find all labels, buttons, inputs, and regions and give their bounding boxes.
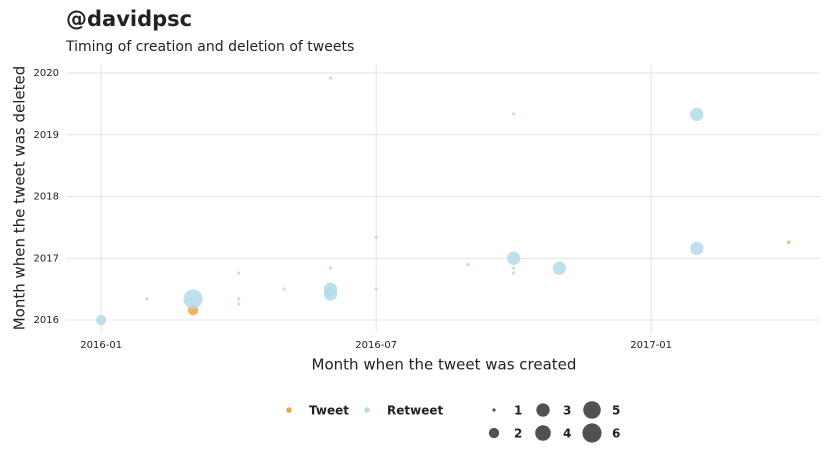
size-legend-label: 4 <box>563 427 571 441</box>
point <box>512 266 516 270</box>
point <box>328 76 333 80</box>
chart-subtitle: Timing of creation and deletion of tweet… <box>65 39 354 55</box>
size-legend-marker <box>488 427 500 439</box>
point <box>507 251 521 265</box>
size-legend-label: 1 <box>514 404 522 418</box>
size-legend-label: 3 <box>563 404 571 418</box>
y-tick-label: 2020 <box>34 68 59 79</box>
size-legend-marker <box>492 408 496 412</box>
y-tick-label: 2018 <box>34 192 59 203</box>
y-axis-label: Month when the tweet was deleted <box>11 66 29 331</box>
x-tick-label: 2016-01 <box>80 340 122 351</box>
point <box>282 287 286 291</box>
point <box>183 289 203 309</box>
y-tick-label: 2016 <box>34 315 59 326</box>
size-legend-marker <box>582 423 602 443</box>
point <box>690 107 704 122</box>
legend-marker <box>364 407 370 413</box>
point <box>552 261 566 275</box>
legend-label: Tweet <box>309 404 349 418</box>
point <box>787 240 791 244</box>
y-tick-label: 2017 <box>34 253 59 264</box>
chart-title: @davidpsc <box>66 7 192 31</box>
point <box>466 262 470 267</box>
size-legend-label: 5 <box>612 404 620 418</box>
size-legend-marker <box>583 401 601 419</box>
x-tick-label: 2016-07 <box>355 340 397 351</box>
point <box>512 271 516 275</box>
size-legend-marker <box>535 425 551 441</box>
point <box>145 297 149 301</box>
y-tick-label: 2019 <box>34 130 59 141</box>
size-legend-label: 2 <box>514 427 522 441</box>
point <box>237 297 241 301</box>
point <box>374 287 378 291</box>
x-axis-label: Month when the tweet was created <box>312 356 577 374</box>
size-legend-marker <box>536 403 550 417</box>
point <box>237 302 241 306</box>
point <box>374 235 378 239</box>
x-tick-label: 2017-01 <box>630 340 672 351</box>
legend-marker <box>286 407 292 413</box>
point <box>96 314 107 326</box>
point <box>328 266 333 270</box>
point <box>512 112 516 116</box>
point <box>690 241 704 256</box>
point <box>323 287 338 301</box>
point <box>237 271 241 275</box>
legend-label: Retweet <box>387 404 443 418</box>
size-legend-label: 6 <box>612 427 620 441</box>
